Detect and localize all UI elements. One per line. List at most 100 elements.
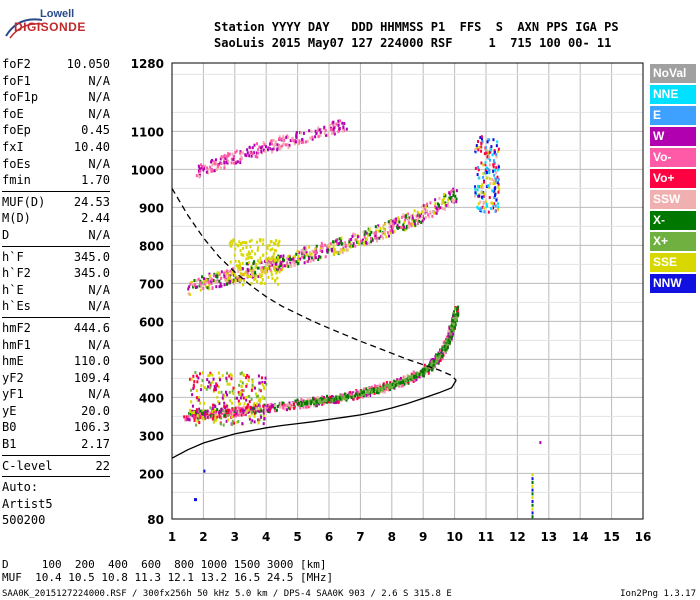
- param-value: N/A: [88, 156, 110, 171]
- trace-f2-x-point: [455, 317, 458, 321]
- legend-item-vo-: Vo+: [650, 169, 696, 188]
- spread-f-point: [254, 404, 257, 408]
- trace-2f2-point: [402, 213, 405, 217]
- trace-3f2-point: [319, 130, 322, 134]
- trace-2f2-point: [379, 229, 382, 233]
- trace-f2-x-point: [403, 379, 406, 383]
- trace-f2-x-point: [447, 342, 450, 346]
- trace-f2-point: [326, 394, 329, 398]
- trace-f2-point: [386, 387, 389, 391]
- trace-3f2-point: [295, 133, 298, 137]
- spread-f-point: [246, 373, 249, 377]
- param-value: 345.0: [73, 249, 110, 264]
- trace-2f2-point: [288, 254, 291, 258]
- trace-2f2-point: [249, 268, 252, 272]
- trace-f2-x-point: [436, 353, 439, 357]
- cluster-11mhz-point: [496, 202, 499, 206]
- trace-3f2-point: [241, 151, 244, 155]
- trace-2f2-point: [305, 249, 308, 253]
- trace-2f2-point: [384, 222, 387, 226]
- trace-3f2-point: [298, 139, 301, 143]
- trace-2f2-point: [413, 209, 416, 213]
- trace-f2-point: [356, 393, 359, 397]
- trace-2f2-sse-point: [247, 274, 250, 278]
- param-row: B1 2.17: [2, 436, 110, 453]
- cluster-11mhz-point: [480, 161, 483, 165]
- trace-2f2-point: [208, 282, 211, 286]
- trace-3f2-point: [195, 174, 198, 178]
- trace-3f2-point: [227, 159, 230, 163]
- trace-2f2-point: [226, 282, 229, 286]
- trace-f2-point: [402, 377, 405, 381]
- trace-f2-point: [439, 355, 442, 359]
- trace-f2-point: [330, 395, 333, 399]
- trace-2f2-sse-point: [278, 239, 281, 243]
- trace-3f2-point: [204, 164, 207, 168]
- trace-2f2-point: [407, 219, 410, 223]
- cluster-11mhz-point: [485, 170, 488, 174]
- param-value: N/A: [88, 299, 110, 314]
- isolated-12mhz-point: [531, 511, 534, 515]
- trace-2f2-point: [389, 231, 392, 235]
- param-key: M(D): [2, 211, 31, 226]
- trace-f2-point: [237, 410, 240, 414]
- spread-f-point: [230, 374, 233, 378]
- cluster-11mhz-point: [491, 189, 494, 193]
- trace-2f2-point: [218, 279, 221, 283]
- spread-f-point: [257, 374, 260, 378]
- trace-f2-point: [243, 409, 246, 413]
- spread-f-point: [237, 399, 240, 403]
- trace-f2-point: [286, 408, 289, 412]
- trace-3f2-point: [294, 140, 297, 144]
- trace-2f2-sse-point: [234, 247, 237, 251]
- isolated-point: [539, 441, 542, 445]
- trace-f2-point: [412, 379, 415, 383]
- trace-f2-point: [443, 340, 446, 344]
- cluster-11mhz-point: [488, 158, 491, 162]
- spread-f-point: [265, 382, 268, 386]
- trace-f2-x-point: [430, 362, 433, 366]
- trace-f2-x-point: [446, 345, 449, 349]
- trace-f2-point: [307, 405, 310, 409]
- trace-f2-point: [269, 406, 272, 410]
- trace-2f2-sse-point: [267, 267, 270, 271]
- trace-2f2-point: [187, 292, 190, 296]
- trace-f2-point: [252, 405, 255, 409]
- trace-2f2-point: [347, 241, 350, 245]
- spread-f-point: [263, 417, 266, 421]
- spread-f-point: [197, 376, 200, 380]
- legend: NoVal NNE E W Vo- Vo+ SSW X- X+ SSE NNW: [650, 64, 696, 295]
- trace-2f2-point: [224, 278, 227, 282]
- trace-3f2-point: [251, 152, 254, 156]
- legend-item-nne: NNE: [650, 85, 696, 104]
- trace-3f2-point: [241, 157, 244, 161]
- trace-2f2-point: [383, 232, 386, 236]
- cluster-11mhz-point: [482, 172, 485, 176]
- spread-f-point: [226, 371, 229, 375]
- cluster-11mhz-point: [483, 210, 486, 214]
- spread-f-point: [206, 415, 209, 419]
- trace-2f2-point: [393, 218, 396, 222]
- trace-3f2-point: [210, 160, 213, 164]
- cluster-11mhz-point: [496, 175, 499, 179]
- param-key: foEs: [2, 156, 31, 171]
- trace-f2-x-point: [451, 327, 454, 331]
- trace-2f2-point: [267, 258, 270, 262]
- trace-2f2-point: [360, 241, 363, 245]
- trace-2f2-sse-point: [266, 244, 269, 248]
- cluster-11mhz-point: [477, 148, 480, 152]
- spread-f-point: [194, 413, 197, 417]
- spread-f-point: [197, 396, 200, 400]
- trace-2f2-point: [375, 233, 378, 237]
- trace-2f2-point: [372, 231, 375, 235]
- trace-3f2-point: [337, 130, 340, 134]
- spread-f-point: [228, 390, 231, 394]
- trace-2f2-point: [333, 247, 336, 251]
- trace-f2-point: [297, 400, 300, 404]
- trace-2f2-point: [407, 212, 410, 216]
- trace-f2-point: [441, 357, 444, 361]
- trace-2f2-point: [279, 263, 282, 267]
- trace-2f2-point: [281, 268, 284, 272]
- trace-f2-x-point: [448, 333, 451, 337]
- trace-f2-point: [443, 351, 446, 355]
